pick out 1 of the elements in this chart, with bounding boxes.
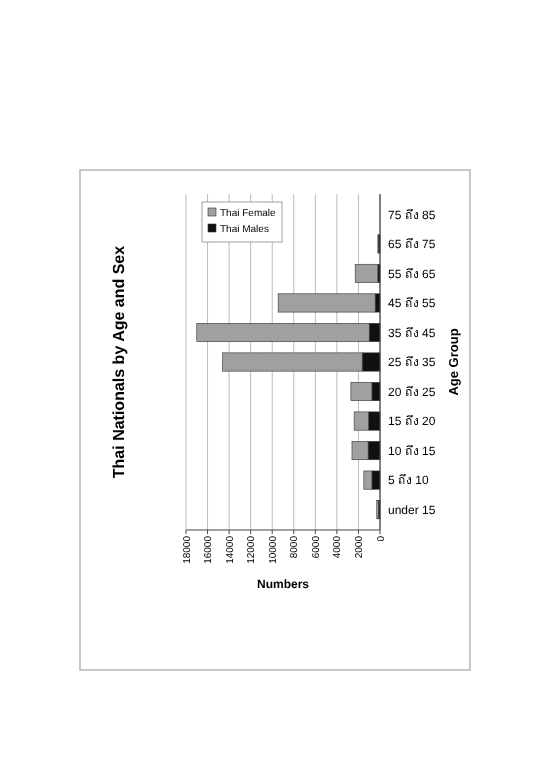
text: Thai Nationals by Age and Sex (110, 244, 128, 479)
